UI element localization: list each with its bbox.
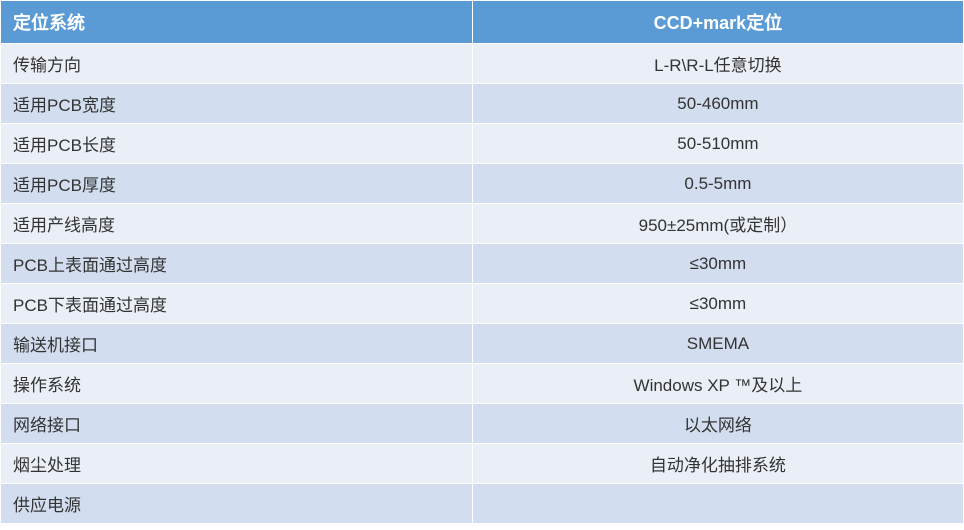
header-col-label: 定位系统	[1, 1, 473, 44]
row-value: 50-510mm	[472, 124, 963, 164]
row-label: 烟尘处理	[1, 444, 473, 484]
table-body: 传输方向L-R\R-L任意切换适用PCB宽度50-460mm适用PCB长度50-…	[1, 44, 964, 524]
header-col-value: CCD+mark定位	[472, 1, 963, 44]
spec-table-container: 定位系统 CCD+mark定位 传输方向L-R\R-L任意切换适用PCB宽度50…	[0, 0, 964, 524]
row-label: PCB下表面通过高度	[1, 284, 473, 324]
table-row: 烟尘处理自动净化抽排系统	[1, 444, 964, 484]
table-row: 适用PCB厚度0.5-5mm	[1, 164, 964, 204]
row-value: 0.5-5mm	[472, 164, 963, 204]
table-row: 输送机接口SMEMA	[1, 324, 964, 364]
row-value: ≤30mm	[472, 284, 963, 324]
row-label: PCB上表面通过高度	[1, 244, 473, 284]
table-row: 传输方向L-R\R-L任意切换	[1, 44, 964, 84]
row-label: 网络接口	[1, 404, 473, 444]
row-value: 950±25mm(或定制）	[472, 204, 963, 244]
table-row: 适用产线高度950±25mm(或定制）	[1, 204, 964, 244]
row-value: ≤30mm	[472, 244, 963, 284]
row-label: 适用PCB厚度	[1, 164, 473, 204]
row-label: 传输方向	[1, 44, 473, 84]
row-label: 适用PCB长度	[1, 124, 473, 164]
spec-table: 定位系统 CCD+mark定位 传输方向L-R\R-L任意切换适用PCB宽度50…	[0, 0, 964, 524]
table-header-row: 定位系统 CCD+mark定位	[1, 1, 964, 44]
row-label: 适用产线高度	[1, 204, 473, 244]
table-row: 适用PCB长度50-510mm	[1, 124, 964, 164]
row-label: 输送机接口	[1, 324, 473, 364]
table-row: 供应电源	[1, 484, 964, 524]
row-value	[472, 484, 963, 524]
row-value: 以太网络	[472, 404, 963, 444]
table-row: 操作系统Windows XP ™及以上	[1, 364, 964, 404]
row-label: 操作系统	[1, 364, 473, 404]
row-value: L-R\R-L任意切换	[472, 44, 963, 84]
row-label: 适用PCB宽度	[1, 84, 473, 124]
row-value: 50-460mm	[472, 84, 963, 124]
table-row: PCB下表面通过高度≤30mm	[1, 284, 964, 324]
table-row: 适用PCB宽度50-460mm	[1, 84, 964, 124]
row-value: SMEMA	[472, 324, 963, 364]
row-label: 供应电源	[1, 484, 473, 524]
row-value: 自动净化抽排系统	[472, 444, 963, 484]
row-value: Windows XP ™及以上	[472, 364, 963, 404]
table-row: 网络接口以太网络	[1, 404, 964, 444]
table-row: PCB上表面通过高度≤30mm	[1, 244, 964, 284]
